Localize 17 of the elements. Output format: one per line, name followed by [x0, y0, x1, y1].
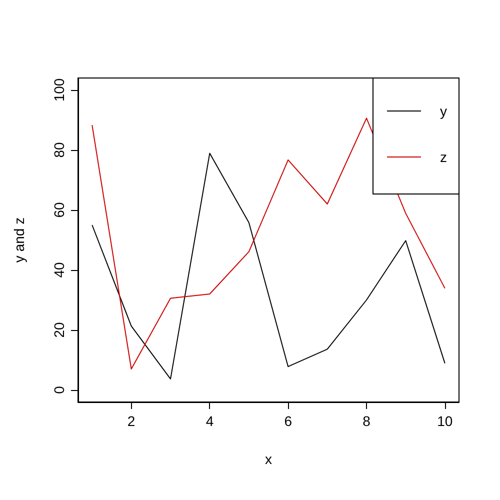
x-tick-label: 6	[284, 413, 292, 429]
y-tick-label: 60	[51, 202, 67, 218]
y-tick-label: 20	[51, 322, 67, 338]
y-axis-title: y and z	[11, 217, 27, 263]
x-tick-label: 8	[362, 413, 371, 429]
legend-label: y	[440, 103, 447, 119]
y-tick-label: 100	[51, 78, 67, 102]
x-tick-label: 2	[127, 413, 136, 429]
y-tick-label: 80	[51, 142, 67, 158]
y-tick-label: 40	[51, 262, 67, 278]
legend-label: z	[440, 149, 447, 165]
x-tick-label: 4	[206, 413, 214, 429]
x-axis-title: x	[265, 451, 272, 467]
line-series	[92, 118, 446, 370]
line-series	[92, 152, 446, 380]
y-tick-label: 0	[51, 386, 67, 394]
x-tick-label: 10	[437, 413, 453, 429]
